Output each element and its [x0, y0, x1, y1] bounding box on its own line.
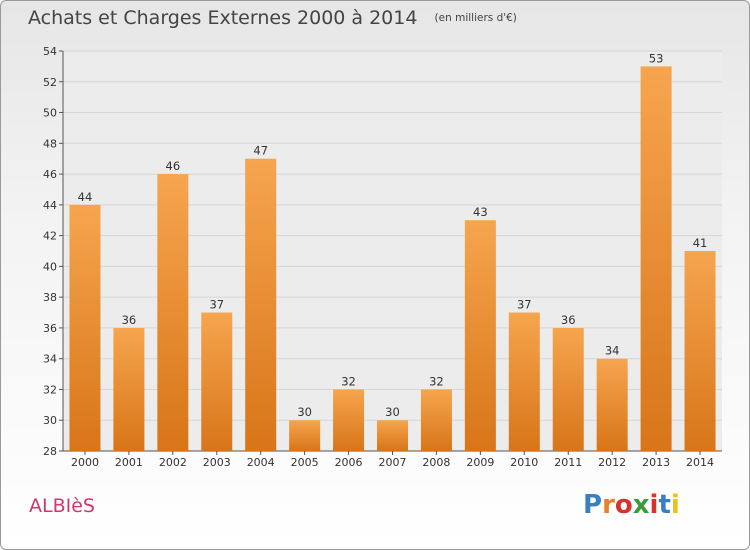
bar	[333, 389, 365, 451]
y-tick-label: 48	[43, 137, 57, 150]
x-tick-label: 2012	[598, 456, 626, 469]
data-label: 41	[693, 236, 708, 250]
logo-letter: r	[602, 490, 615, 520]
y-tick-label: 46	[43, 168, 57, 181]
data-label: 34	[605, 344, 620, 358]
y-tick-label: 42	[43, 230, 57, 243]
bar	[640, 66, 672, 451]
data-label: 32	[429, 374, 444, 388]
logo-letter: t	[658, 490, 671, 520]
x-tick-label: 2011	[554, 456, 582, 469]
chart-title: Achats et Charges Externes 2000 à 2014	[28, 7, 418, 29]
y-tick-label: 34	[43, 353, 57, 366]
logo-letter: i	[670, 490, 680, 520]
x-tick-label: 2014	[686, 456, 714, 469]
logo-letter: P	[583, 490, 603, 520]
data-label: 36	[122, 313, 137, 327]
bar	[684, 251, 716, 451]
y-tick-label: 44	[43, 199, 57, 212]
proxiti-logo[interactable]: Proxiti	[583, 490, 680, 520]
y-tick-label: 32	[43, 383, 57, 396]
bar	[377, 420, 408, 451]
logo-letter: i	[649, 490, 659, 520]
data-label: 53	[649, 51, 664, 65]
x-tick-label: 2000	[71, 456, 99, 469]
x-tick-label: 2004	[247, 456, 275, 469]
bar	[157, 174, 189, 452]
x-tick-label: 2001	[115, 456, 143, 469]
bar	[552, 327, 584, 451]
y-tick-label: 36	[43, 322, 57, 335]
y-tick-label: 50	[43, 107, 57, 120]
chart-subtitle: (en milliers d'€)	[434, 12, 517, 24]
bar	[245, 158, 277, 451]
x-tick-label: 2013	[642, 456, 670, 469]
logo-letter: o	[614, 490, 633, 520]
x-tick-label: 2002	[159, 456, 187, 469]
bar	[508, 312, 540, 451]
data-label: 37	[517, 298, 532, 312]
data-label: 30	[385, 405, 400, 419]
data-label: 47	[253, 144, 268, 158]
x-tick-label: 2003	[203, 456, 231, 469]
y-tick-label: 40	[43, 260, 57, 273]
data-label: 32	[341, 374, 356, 388]
bar	[464, 220, 496, 451]
title-block: Achats et Charges Externes 2000 à 2014 (…	[28, 7, 517, 29]
y-tick-label: 52	[43, 76, 57, 89]
data-label: 46	[166, 159, 181, 173]
data-label: 37	[209, 298, 224, 312]
data-label: 43	[473, 205, 488, 219]
y-tick-label: 54	[43, 45, 57, 58]
x-tick-label: 2006	[335, 456, 363, 469]
data-label: 36	[561, 313, 576, 327]
x-tick-label: 2008	[422, 456, 450, 469]
x-tick-label: 2009	[466, 456, 494, 469]
data-label: 30	[297, 405, 312, 419]
logo-letter: x	[632, 490, 650, 520]
x-tick-label: 2007	[379, 456, 407, 469]
commune-name: ALBIèS	[29, 495, 95, 517]
bar	[420, 389, 452, 451]
x-tick-label: 2010	[510, 456, 538, 469]
y-tick-label: 28	[43, 445, 57, 458]
bar	[201, 312, 233, 451]
data-label: 44	[78, 190, 93, 204]
bar	[596, 358, 628, 451]
y-tick-label: 38	[43, 291, 57, 304]
bar	[113, 327, 145, 451]
bar	[69, 204, 101, 451]
x-tick-label: 2005	[291, 456, 319, 469]
y-tick-label: 30	[43, 414, 57, 427]
bar	[289, 420, 321, 451]
